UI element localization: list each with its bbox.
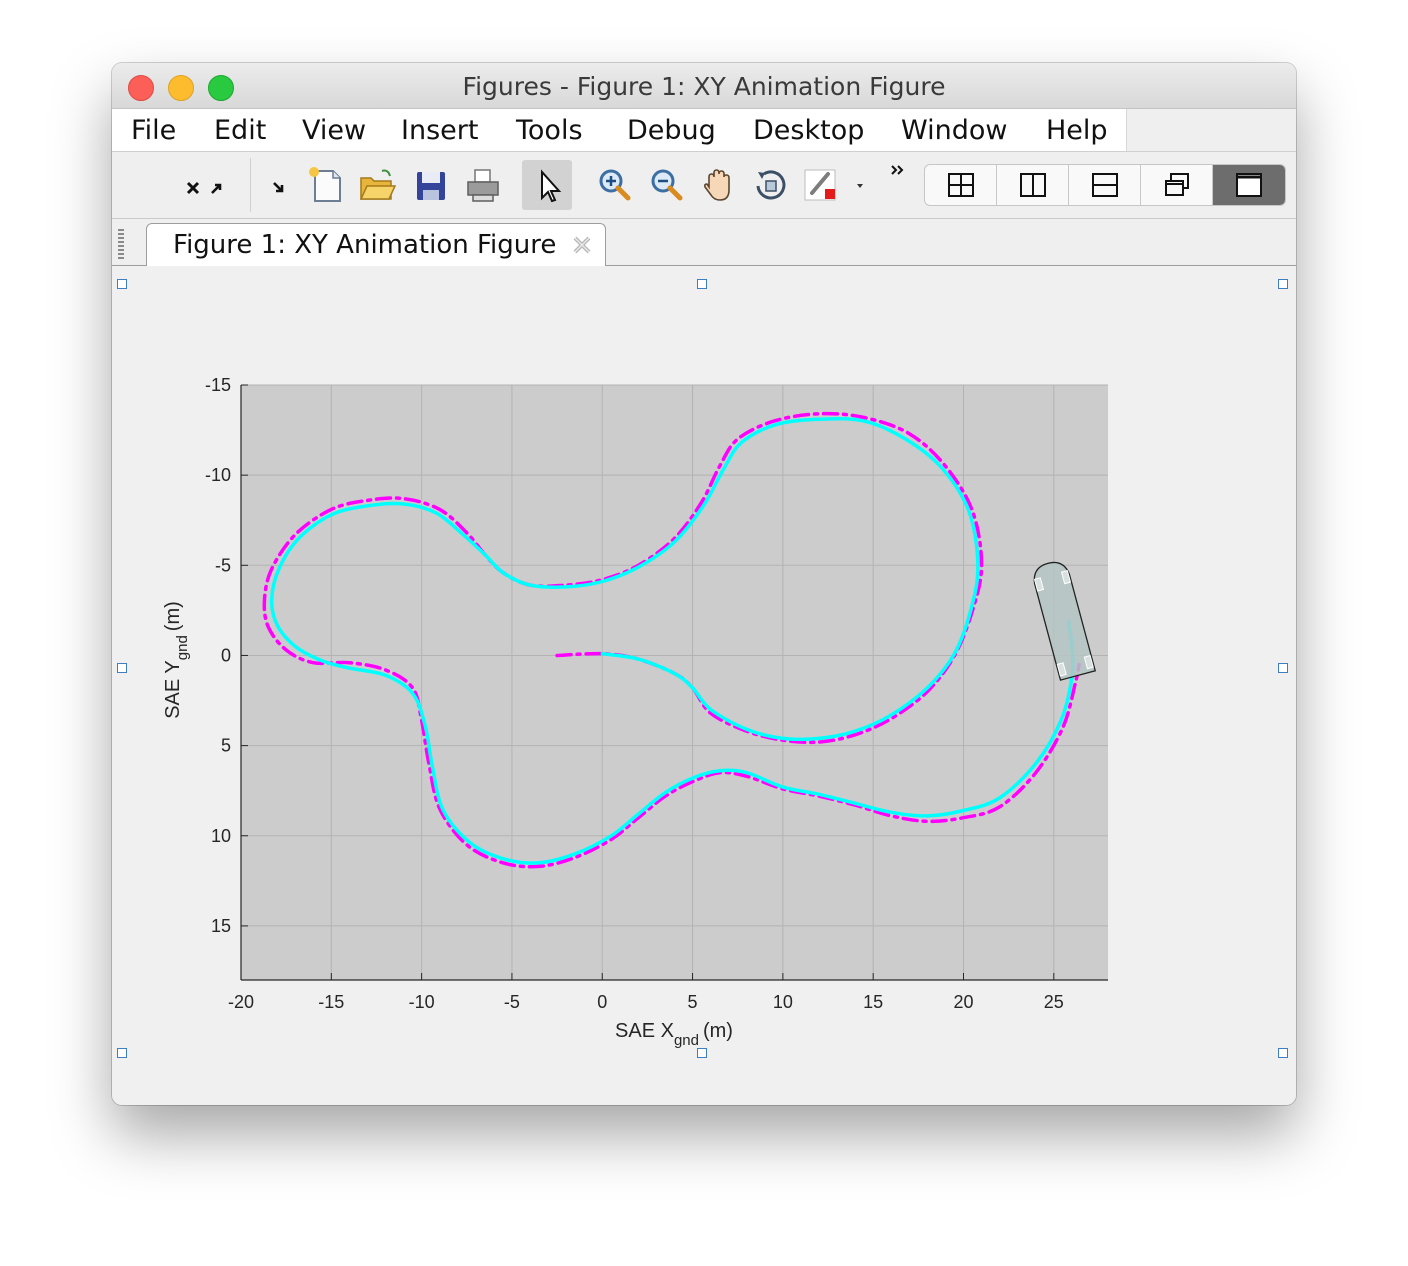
menu-view[interactable]: View <box>302 115 367 146</box>
trajectory-lines <box>262 411 1081 869</box>
selection-handle[interactable] <box>697 279 707 289</box>
zoom-out-icon[interactable] <box>642 160 692 210</box>
selection-handle[interactable] <box>1278 663 1288 673</box>
vehicle-wheel <box>1056 662 1067 677</box>
tile-columns-icon[interactable] <box>997 165 1069 205</box>
pointer-icon[interactable] <box>522 160 572 210</box>
selection-handle[interactable] <box>1278 279 1288 289</box>
save-icon[interactable] <box>406 160 456 210</box>
menu-file[interactable]: File <box>131 115 177 146</box>
close-tab-icon[interactable] <box>571 234 593 261</box>
vehicle-wheel <box>1083 654 1094 670</box>
vehicle-marker <box>1033 561 1097 681</box>
axes-background <box>241 385 1108 980</box>
figure-window: Figures - Figure 1: XY Animation Figure … <box>112 63 1296 1105</box>
undock-icon[interactable] <box>180 160 230 210</box>
x-tick-label: 5 <box>688 992 698 1012</box>
menu-bar: File Edit View Insert Tools Debug Deskto… <box>112 109 1296 152</box>
more-tools-icon[interactable] <box>886 160 916 210</box>
grid-lines <box>240 384 1108 980</box>
y-tick-label: 10 <box>211 826 231 846</box>
y-tick-label: 5 <box>221 736 231 756</box>
minimize-window-button[interactable] <box>168 75 194 101</box>
y-tick-label: -10 <box>205 465 231 485</box>
selection-handle[interactable] <box>117 663 127 673</box>
zoom-window-button[interactable] <box>208 75 234 101</box>
menu-edit[interactable]: Edit <box>214 115 267 146</box>
title-bar: Figures - Figure 1: XY Animation Figure <box>112 63 1296 109</box>
brush-icon[interactable] <box>798 160 848 210</box>
x-tick-label: 20 <box>953 992 973 1012</box>
x-tick-label: -15 <box>318 992 344 1012</box>
vehicle-wheel <box>1033 577 1045 592</box>
x-tick-label: 0 <box>597 992 607 1012</box>
pan-icon[interactable] <box>694 160 744 210</box>
float-icon[interactable] <box>1141 165 1213 205</box>
menu-window[interactable]: Window <box>901 115 1008 146</box>
print-icon[interactable] <box>458 160 508 210</box>
x-tick-label: 25 <box>1044 992 1064 1012</box>
toolbar-separator <box>250 158 251 212</box>
figure-tab-strip: Figure 1: XY Animation Figure <box>112 219 1296 267</box>
maximize-icon[interactable] <box>1213 165 1285 205</box>
rotate-3d-icon[interactable] <box>746 160 796 210</box>
menu-bar-filler <box>1126 109 1296 151</box>
selection-handle[interactable] <box>697 1048 707 1058</box>
toolbar <box>112 152 1296 219</box>
x-axis-label: SAE Xgnd (m) <box>615 1020 733 1049</box>
series-line-1 <box>269 416 1075 865</box>
axis-ticks: -20 -15 -10 -5 0 5 10 15 20 25 -15 -10 -5 0 5 10 15 <box>205 375 1108 1012</box>
dock-icon[interactable] <box>258 160 308 210</box>
tab-figure-1[interactable]: Figure 1: XY Animation Figure <box>146 223 606 267</box>
layout-button-group <box>924 164 1286 206</box>
selection-handle[interactable] <box>117 279 127 289</box>
menu-help[interactable]: Help <box>1046 115 1108 146</box>
x-tick-label: 15 <box>863 992 883 1012</box>
vehicle-body <box>1033 561 1097 681</box>
vehicle-wheel <box>1060 569 1072 585</box>
x-tick-label: -10 <box>409 992 435 1012</box>
menu-debug[interactable]: Debug <box>627 115 716 146</box>
zoom-in-icon[interactable] <box>590 160 640 210</box>
window-title: Figures - Figure 1: XY Animation Figure <box>462 72 946 101</box>
y-tick-label: -15 <box>205 375 231 395</box>
selection-handle[interactable] <box>117 1048 127 1058</box>
tile-2x2-icon[interactable] <box>925 165 997 205</box>
y-tick-label: -5 <box>215 555 231 575</box>
y-tick-label: 15 <box>211 916 231 936</box>
y-tick-label: 0 <box>221 645 231 665</box>
xy-plot[interactable]: -20 -15 -10 -5 0 5 10 15 20 25 -15 -10 -5 0 5 10 15 SAE … <box>112 266 1296 1105</box>
menu-tools[interactable]: Tools <box>516 115 583 146</box>
selection-handle[interactable] <box>1278 1048 1288 1058</box>
x-tick-label: -5 <box>504 992 520 1012</box>
close-window-button[interactable] <box>128 75 154 101</box>
new-figure-icon[interactable] <box>302 160 352 210</box>
menu-insert[interactable]: Insert <box>401 115 479 146</box>
y-axis-label: SAE Ygnd(m) <box>162 601 191 719</box>
x-tick-label: -20 <box>228 992 254 1012</box>
menu-desktop[interactable]: Desktop <box>753 115 865 146</box>
tile-rows-icon[interactable] <box>1069 165 1141 205</box>
brush-dropdown-icon[interactable] <box>848 160 872 210</box>
series-line-0 <box>262 411 1081 869</box>
tab-label: Figure 1: XY Animation Figure <box>173 230 557 260</box>
drag-grip-icon[interactable] <box>118 229 124 259</box>
x-tick-label: 10 <box>773 992 793 1012</box>
open-file-icon[interactable] <box>352 160 402 210</box>
figure-canvas[interactable]: -20 -15 -10 -5 0 5 10 15 20 25 -15 -10 -5 0 5 10 15 SAE … <box>112 266 1296 1105</box>
